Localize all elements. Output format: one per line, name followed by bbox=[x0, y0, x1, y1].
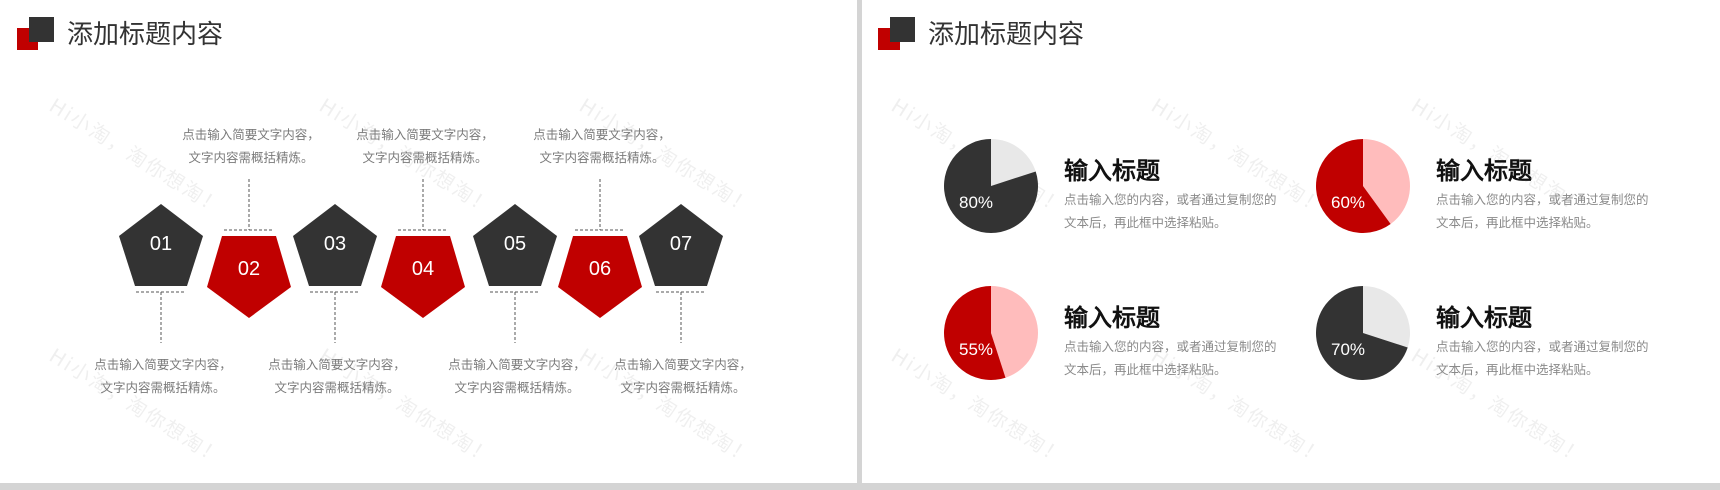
step-caption: 点击输入简要文字内容， 文字内容需概括精炼。 bbox=[593, 353, 773, 399]
description-line: 文本后，再此框中选择粘贴。 bbox=[1064, 362, 1227, 377]
description-line: 点击输入您的内容，或者通过复制您的 bbox=[1436, 192, 1649, 207]
description-line: 文本后，再此框中选择粘贴。 bbox=[1064, 215, 1227, 230]
description-line: 点击输入您的内容，或者通过复制您的 bbox=[1064, 339, 1277, 354]
caption-line: 点击输入简要文字内容， bbox=[182, 127, 320, 142]
item-title: 输入标题 bbox=[1436, 304, 1532, 332]
pie-slice-remainder bbox=[991, 286, 1038, 378]
title-icon-dark-square bbox=[29, 17, 55, 42]
step-pentagon-05 bbox=[473, 204, 557, 286]
item-title: 输入标题 bbox=[1436, 157, 1532, 185]
pie-slice-value bbox=[1316, 139, 1391, 234]
step-number: 07 bbox=[669, 233, 693, 255]
caption-line: 文字内容需概括精炼。 bbox=[620, 380, 746, 395]
pie-slice-value bbox=[1316, 286, 1408, 380]
item-title: 输入标题 bbox=[1064, 157, 1160, 185]
item-description: 点击输入您的内容，或者通过复制您的 文本后，再此框中选择粘贴。 bbox=[1436, 188, 1649, 234]
step-pentagon-03 bbox=[293, 204, 377, 286]
pie-percent-label: 60% bbox=[1330, 193, 1366, 212]
step-caption: 点击输入简要文字内容， 文字内容需概括精炼。 bbox=[335, 123, 515, 169]
description-line: 点击输入您的内容，或者通过复制您的 bbox=[1436, 339, 1649, 354]
title-icon-dark-square bbox=[890, 17, 915, 42]
step-number: 01 bbox=[149, 233, 173, 255]
caption-line: 文字内容需概括精炼。 bbox=[188, 150, 314, 165]
step-pentagon-07 bbox=[639, 204, 723, 286]
item-description: 点击输入您的内容，或者通过复制您的 文本后，再此框中选择粘贴。 bbox=[1064, 335, 1277, 381]
slide-right: 添加标题内容 Hi小淘，淘你想淘！ Hi小淘，淘你想淘！ Hi小淘，淘你想淘！ Hi小… bbox=[862, 0, 1720, 483]
caption-line: 点击输入简要文字内容， bbox=[268, 357, 406, 372]
item-description: 点击输入您的内容，或者通过复制您的 文本后，再此框中选择粘贴。 bbox=[1064, 188, 1277, 234]
step-number: 03 bbox=[323, 233, 347, 255]
step-number: 05 bbox=[503, 233, 527, 255]
pie-charts bbox=[943, 139, 1410, 381]
item-title: 输入标题 bbox=[1064, 304, 1160, 332]
step-caption: 点击输入简要文字内容， 文字内容需概括精炼。 bbox=[161, 123, 341, 169]
pie-percent-label: 55% bbox=[958, 340, 994, 359]
pie-slice-value bbox=[943, 286, 1006, 381]
slide-left: 添加标题内容 Hi小淘，淘你想淘！ Hi小淘，淘你想淘！ Hi小淘，淘你想淘！ Hi小… bbox=[0, 0, 857, 483]
step-pentagon-01 bbox=[119, 204, 203, 286]
step-caption: 点击输入简要文字内容， 文字内容需概括精炼。 bbox=[73, 353, 253, 399]
step-number: 06 bbox=[588, 258, 612, 280]
step-pentagon-02 bbox=[207, 236, 291, 318]
item-description: 点击输入您的内容，或者通过复制您的 文本后，再此框中选择粘贴。 bbox=[1436, 335, 1649, 381]
step-number: 02 bbox=[237, 258, 261, 280]
description-line: 点击输入您的内容，或者通过复制您的 bbox=[1064, 192, 1277, 207]
caption-line: 文字内容需概括精炼。 bbox=[539, 150, 665, 165]
steps-graphic bbox=[119, 179, 723, 343]
slide-title: 添加标题内容 bbox=[67, 20, 224, 50]
caption-line: 点击输入简要文字内容， bbox=[614, 357, 752, 372]
step-caption: 点击输入简要文字内容， 文字内容需概括精炼。 bbox=[247, 353, 427, 399]
caption-line: 点击输入简要文字内容， bbox=[356, 127, 494, 142]
pie-slice-remainder bbox=[1363, 286, 1410, 348]
pie-slice-remainder bbox=[991, 139, 1036, 186]
description-line: 文本后，再此框中选择粘贴。 bbox=[1436, 215, 1599, 230]
caption-line: 文字内容需概括精炼。 bbox=[100, 380, 226, 395]
description-line: 文本后，再此框中选择粘贴。 bbox=[1436, 362, 1599, 377]
caption-line: 点击输入简要文字内容， bbox=[448, 357, 586, 372]
pie-percent-label: 70% bbox=[1330, 340, 1366, 359]
caption-line: 点击输入简要文字内容， bbox=[533, 127, 671, 142]
caption-line: 点击输入简要文字内容， bbox=[94, 357, 232, 372]
step-caption: 点击输入简要文字内容， 文字内容需概括精炼。 bbox=[512, 123, 692, 169]
caption-line: 文字内容需概括精炼。 bbox=[362, 150, 488, 165]
pie-percent-label: 80% bbox=[958, 193, 994, 212]
caption-line: 文字内容需概括精炼。 bbox=[454, 380, 580, 395]
step-caption: 点击输入简要文字内容， 文字内容需概括精炼。 bbox=[427, 353, 607, 399]
caption-line: 文字内容需概括精炼。 bbox=[274, 380, 400, 395]
step-number: 04 bbox=[411, 258, 435, 280]
step-pentagon-06 bbox=[558, 236, 642, 318]
pie-slice-remainder bbox=[1363, 139, 1410, 225]
slide-title: 添加标题内容 bbox=[928, 20, 1085, 50]
pie-slice-value bbox=[944, 139, 1038, 234]
step-pentagon-04 bbox=[381, 236, 465, 318]
